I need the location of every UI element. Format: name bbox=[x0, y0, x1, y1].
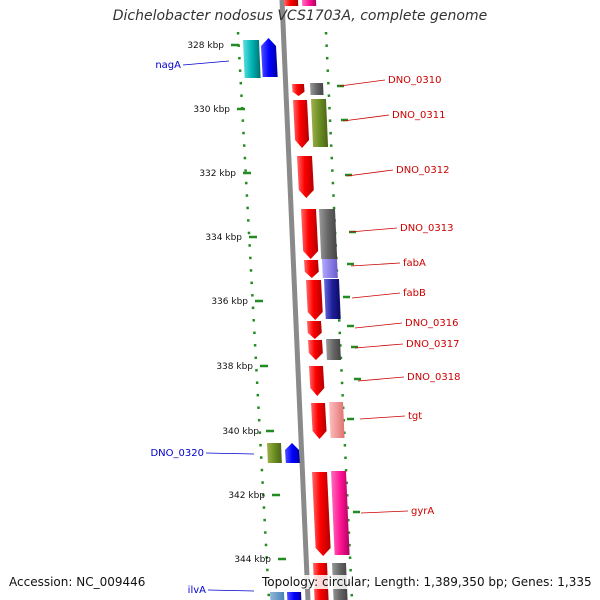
DNO_0313-gene-feature bbox=[319, 209, 338, 259]
gene-label-gyrA: gyrA bbox=[411, 506, 434, 517]
DNO_0311-gene-feature bbox=[311, 99, 329, 147]
gene-label-fabB: fabB bbox=[403, 288, 426, 299]
cds-feature bbox=[284, 0, 299, 6]
tick-label: 330 kbp bbox=[193, 105, 230, 115]
kbp-ticks: 328 kbp 330 kbp 332 kbp 334 kbp 336 kbp 338 k… bbox=[187, 41, 361, 565]
cds-feature bbox=[312, 472, 331, 556]
label-leader bbox=[182, 60, 230, 66]
gene-label-DNO_0316: DNO_0316 bbox=[405, 318, 459, 329]
genome-title: Dichelobacter nodosus VCS1703A, complete… bbox=[112, 8, 488, 24]
cds-feature bbox=[308, 340, 323, 360]
DNO_0310-gene-feature bbox=[310, 83, 324, 95]
label-leader bbox=[339, 79, 386, 87]
accession-text: Accession: NC_009446 bbox=[9, 575, 146, 589]
gene-label-DNO_0320: DNO_0320 bbox=[150, 448, 204, 459]
gene-label-fabA: fabA bbox=[403, 258, 426, 269]
label-leader bbox=[359, 415, 406, 420]
label-leader bbox=[205, 452, 255, 455]
cds-feature bbox=[287, 592, 302, 600]
DNO_0312-gene-feature bbox=[297, 156, 314, 198]
tgt-gene-feature bbox=[329, 402, 345, 438]
label-leader bbox=[354, 322, 403, 329]
tick-label: 328 kbp bbox=[187, 41, 224, 51]
tick-label: 334 kbp bbox=[205, 233, 242, 243]
tick-label: 338 kbp bbox=[216, 362, 253, 372]
gyrA-gene-feature bbox=[331, 471, 350, 555]
ilvA-gene-feature bbox=[270, 592, 285, 600]
nagA-gene-feature bbox=[243, 40, 261, 78]
cds-feature bbox=[311, 403, 327, 439]
cds-feature bbox=[261, 38, 278, 77]
label-leader bbox=[349, 227, 398, 233]
DNO_0316-gene-feature bbox=[307, 321, 322, 339]
cds-feature bbox=[301, 209, 319, 259]
cds-feature bbox=[304, 260, 319, 278]
cds-feature bbox=[306, 280, 323, 320]
cds-feature bbox=[285, 443, 300, 463]
DNO_0318-gene-feature bbox=[309, 366, 325, 396]
label-leader bbox=[350, 262, 401, 267]
DNO_0320-gene-feature bbox=[267, 443, 282, 463]
label-leader bbox=[351, 292, 401, 299]
cds-feature bbox=[292, 84, 305, 96]
tick-label: 342 kbp bbox=[228, 491, 265, 501]
label-leader bbox=[346, 169, 394, 177]
tick-label: 344 kbp bbox=[234, 555, 271, 565]
gene-label-DNO_0318: DNO_0318 bbox=[407, 372, 461, 383]
label-leader bbox=[342, 114, 390, 122]
gene-label-DNO_0312: DNO_0312 bbox=[396, 165, 450, 176]
DNO_0317-gene-feature bbox=[326, 339, 341, 360]
label-leader bbox=[360, 510, 409, 514]
gene-label-DNO_0313: DNO_0313 bbox=[400, 223, 454, 234]
gene-label-ilvA: ilvA bbox=[188, 585, 206, 596]
tick-label: 332 kbp bbox=[199, 169, 236, 179]
gene-label-DNO_0311: DNO_0311 bbox=[392, 110, 446, 121]
fabA-gene-feature bbox=[322, 259, 338, 278]
label-leader bbox=[207, 589, 255, 592]
tick-label: 340 kbp bbox=[222, 427, 259, 437]
tick-label: 336 kbp bbox=[211, 297, 248, 307]
gene-features bbox=[243, 0, 350, 600]
fabB-gene-feature bbox=[324, 279, 341, 319]
cds-feature bbox=[293, 100, 310, 148]
label-leader bbox=[357, 376, 405, 382]
gene-label-DNO_0317: DNO_0317 bbox=[406, 339, 460, 350]
gene-label-nagA: nagA bbox=[155, 60, 181, 71]
genome-backbone bbox=[279, 0, 311, 600]
label-leader bbox=[354, 343, 404, 349]
cds-feature bbox=[302, 0, 317, 6]
gene-labels: DNO_0310 DNO_0311 DNO_0312 DNO_0313 fabA fabB… bbox=[150, 60, 460, 596]
gene-label-DNO_0310: DNO_0310 bbox=[388, 75, 442, 86]
genome-summary-text: Topology: circular; Length: 1,389,350 bp… bbox=[262, 575, 592, 589]
gene-label-tgt: tgt bbox=[408, 411, 422, 422]
